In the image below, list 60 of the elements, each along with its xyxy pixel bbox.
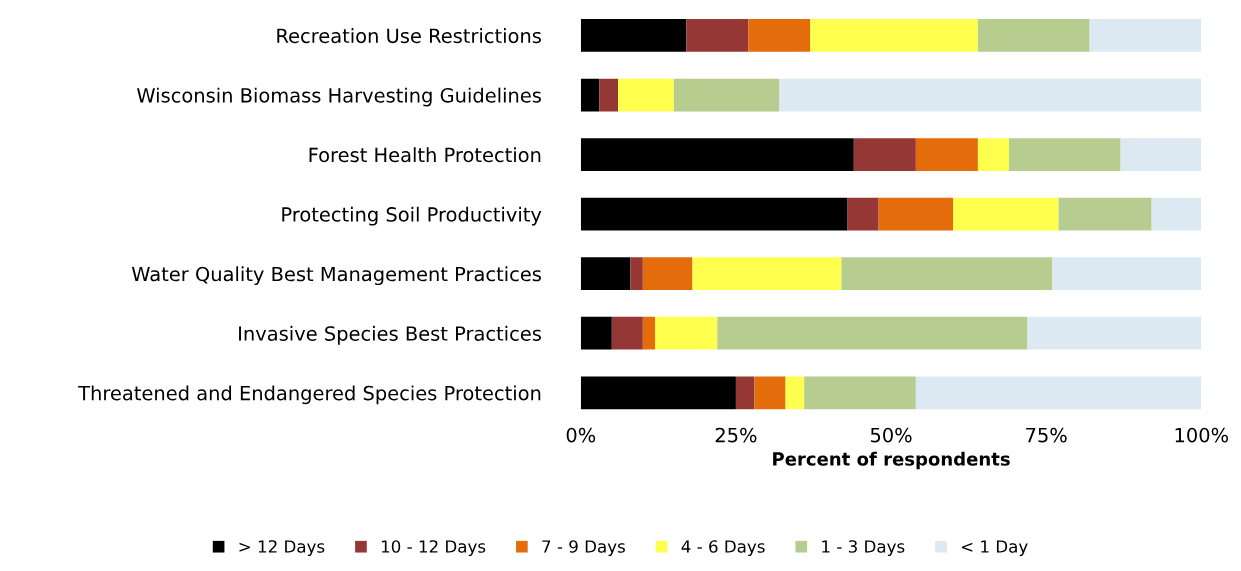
- bar: [735, 376, 755, 410]
- bar: [748, 19, 811, 52]
- bar: [580, 138, 854, 171]
- bar: [611, 316, 643, 350]
- bar: [580, 197, 848, 231]
- bar: [630, 257, 643, 291]
- y-tick-label: Water Quality Best Management Practices: [131, 266, 541, 286]
- bar: [580, 316, 612, 350]
- legend-label: 1 - 3 Days: [822, 540, 905, 556]
- bar: [1027, 316, 1202, 350]
- bar: [1052, 257, 1202, 291]
- bar: [580, 78, 600, 112]
- bar: [599, 78, 619, 112]
- bar: [1058, 197, 1152, 231]
- bar: [580, 257, 631, 291]
- bar: [841, 257, 1053, 291]
- bar: [804, 376, 916, 410]
- bar: [580, 376, 736, 410]
- bar: [878, 197, 954, 231]
- legend-label: < 1 Day: [961, 540, 1028, 556]
- bar: [673, 78, 780, 112]
- bar: [915, 376, 1202, 410]
- bar: [977, 19, 1090, 52]
- y-tick-label: Recreation Use Restrictions: [277, 28, 541, 44]
- bar: [692, 257, 842, 291]
- legend-label: 4 - 6 Days: [681, 540, 765, 556]
- x-tick-label: 0%: [566, 427, 596, 443]
- bar: [847, 197, 879, 231]
- bar: [853, 138, 916, 171]
- x-tick-label: 50%: [870, 427, 912, 443]
- legend-label: 7 - 9 Days: [542, 540, 625, 556]
- bar: [655, 316, 718, 350]
- x-tick-label: 75%: [1026, 427, 1067, 443]
- x-axis-title: Percent of respondents: [773, 451, 1010, 470]
- bar: [642, 316, 656, 350]
- y-tick-label: Invasive Species Best Practices: [239, 325, 541, 345]
- y-tick-label: Threatened and Endangered Species Protection: [78, 385, 541, 405]
- bar: [754, 376, 786, 410]
- bar: [1120, 138, 1202, 171]
- bar: [977, 138, 1009, 171]
- legend-label: > 12 Days: [239, 540, 325, 556]
- bar: [953, 197, 1059, 231]
- bar: [686, 19, 749, 52]
- bar: [717, 316, 1028, 350]
- bar: [810, 19, 978, 52]
- bar: [642, 257, 693, 291]
- bar: [915, 138, 978, 171]
- x-tick-label: 25%: [715, 427, 757, 443]
- y-tick-label: Wisconsin Biomass Harvesting Guidelines: [137, 87, 541, 107]
- bar: [785, 376, 805, 410]
- bar: [618, 78, 674, 112]
- bar: [1151, 197, 1202, 231]
- bar: [779, 78, 1202, 112]
- bar: [1089, 19, 1202, 52]
- y-tick-label: Forest Health Protection: [309, 147, 541, 163]
- bar: [580, 19, 687, 52]
- x-tick-label: 100%: [1175, 427, 1229, 443]
- legend-label: 10 - 12 Days: [381, 540, 486, 556]
- y-tick-label: Protecting Soil Productivity: [282, 206, 542, 226]
- bar: [1008, 138, 1121, 171]
